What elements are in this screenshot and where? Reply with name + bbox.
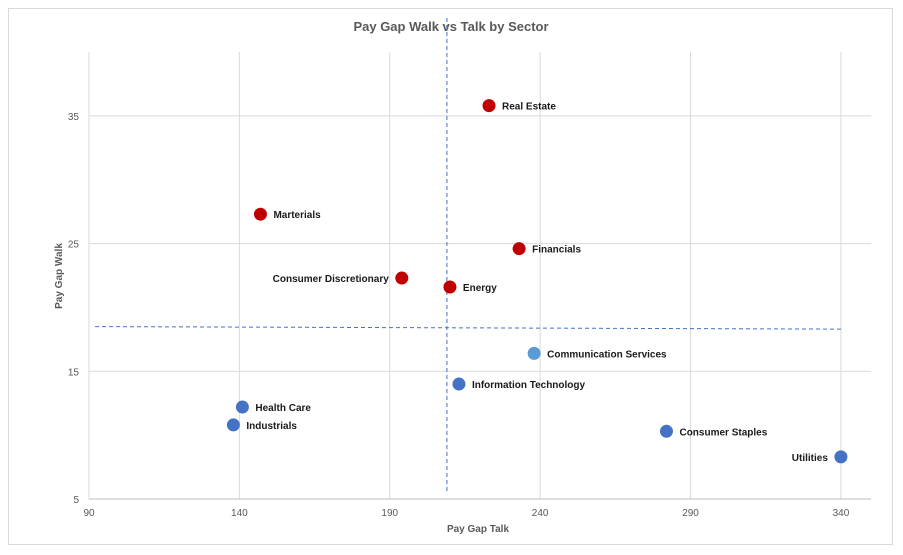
y-tick-label: 5	[73, 495, 79, 506]
x-tick-label: 290	[682, 508, 699, 519]
data-point-label: Marterials	[273, 210, 321, 221]
y-axis-title: Pay Gap Walk	[54, 243, 65, 309]
data-point	[395, 271, 409, 285]
data-point	[253, 207, 267, 221]
data-point	[443, 280, 457, 294]
data-point-label: Industrials	[246, 421, 297, 432]
data-point	[834, 450, 848, 464]
chart-frame	[8, 8, 893, 545]
data-point-label: Real Estate	[502, 102, 556, 113]
data-point-label: Consumer Discretionary	[273, 274, 390, 285]
x-tick-label: 240	[532, 508, 549, 519]
data-point-label: Communication Services	[547, 349, 667, 360]
x-axis-title: Pay Gap Talk	[447, 524, 510, 535]
x-tick-label: 90	[83, 508, 95, 519]
data-point-label: Financials	[532, 245, 581, 256]
axes: 90 140 190 240 290 340 5 15 25 35	[68, 52, 871, 519]
data-point-label: Energy	[463, 283, 497, 294]
data-point	[512, 242, 526, 256]
y-tick-label: 25	[68, 240, 80, 251]
data-point-label: Health Care	[255, 403, 311, 414]
x-tick-label: 340	[833, 508, 850, 519]
data-point-label: Information Technology	[472, 380, 586, 391]
data-point	[452, 377, 466, 391]
data-point-label: Utilities	[792, 453, 829, 464]
data-point	[527, 346, 541, 360]
data-point	[235, 400, 249, 414]
x-tick-label: 140	[231, 508, 248, 519]
data-points: Real Estate Marterials Financials Consumer …	[226, 99, 848, 464]
data-point	[659, 424, 673, 438]
y-tick-label: 15	[68, 367, 80, 378]
y-tick-label: 35	[68, 112, 80, 123]
horizontal-reference-line	[95, 326, 844, 330]
x-tick-label: 190	[381, 508, 398, 519]
data-point-label: Consumer Staples	[679, 427, 767, 438]
data-point	[482, 99, 496, 113]
reference-lines	[95, 18, 844, 494]
data-point	[226, 418, 240, 432]
chart-title: Pay Gap Walk vs Talk by Sector	[353, 19, 548, 34]
